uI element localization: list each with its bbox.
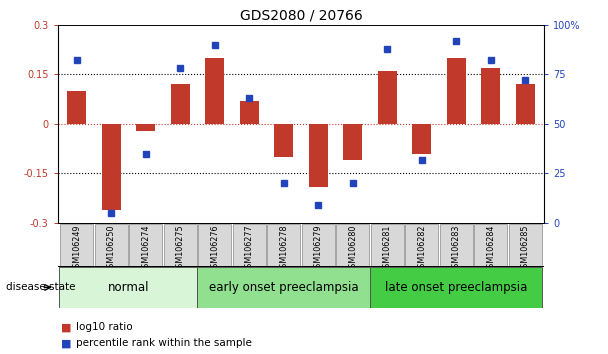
Text: late onset preeclampsia: late onset preeclampsia [385,281,527,294]
Bar [378,71,396,124]
Text: log10 ratio: log10 ratio [76,322,133,332]
Text: early onset preeclampsia: early onset preeclampsia [209,281,359,294]
Bar [344,124,362,160]
Bar [516,84,534,124]
Text: GSM106285: GSM106285 [520,224,530,273]
Bar [412,124,431,154]
FancyBboxPatch shape [198,224,231,266]
Text: GSM106275: GSM106275 [176,224,185,273]
FancyBboxPatch shape [198,267,370,308]
FancyBboxPatch shape [370,267,542,308]
FancyBboxPatch shape [440,224,473,266]
FancyBboxPatch shape [336,224,369,266]
Bar [136,124,155,131]
Text: ■: ■ [61,322,71,332]
FancyBboxPatch shape [405,224,438,266]
FancyBboxPatch shape [233,224,266,266]
Text: GSM106276: GSM106276 [210,224,219,273]
Text: GSM106277: GSM106277 [244,224,254,273]
Bar [447,58,466,124]
Bar [102,124,121,210]
Bar [274,124,293,157]
FancyBboxPatch shape [302,224,335,266]
Text: GSM106279: GSM106279 [314,224,323,273]
Bar [67,91,86,124]
Text: GSM106282: GSM106282 [417,224,426,273]
Text: GSM106281: GSM106281 [382,224,392,273]
FancyBboxPatch shape [95,224,128,266]
FancyBboxPatch shape [164,224,197,266]
Text: GSM106284: GSM106284 [486,224,495,273]
Text: ■: ■ [61,338,71,348]
FancyBboxPatch shape [509,224,542,266]
Bar [481,68,500,124]
Bar [240,101,258,124]
Text: GSM106280: GSM106280 [348,224,358,273]
FancyBboxPatch shape [371,224,404,266]
FancyBboxPatch shape [129,224,162,266]
Text: percentile rank within the sample: percentile rank within the sample [76,338,252,348]
Text: GSM106250: GSM106250 [107,224,116,273]
Bar [309,124,328,187]
FancyBboxPatch shape [474,224,507,266]
Text: GSM106278: GSM106278 [279,224,288,273]
Text: GSM106274: GSM106274 [141,224,150,273]
Text: disease state: disease state [6,282,75,292]
Bar [206,58,224,124]
FancyBboxPatch shape [60,267,198,308]
Text: GSM106283: GSM106283 [452,224,461,273]
Text: GSM106249: GSM106249 [72,224,81,273]
FancyBboxPatch shape [267,224,300,266]
Title: GDS2080 / 20766: GDS2080 / 20766 [240,8,362,22]
Bar [171,84,190,124]
Text: normal: normal [108,281,149,294]
FancyBboxPatch shape [60,224,93,266]
